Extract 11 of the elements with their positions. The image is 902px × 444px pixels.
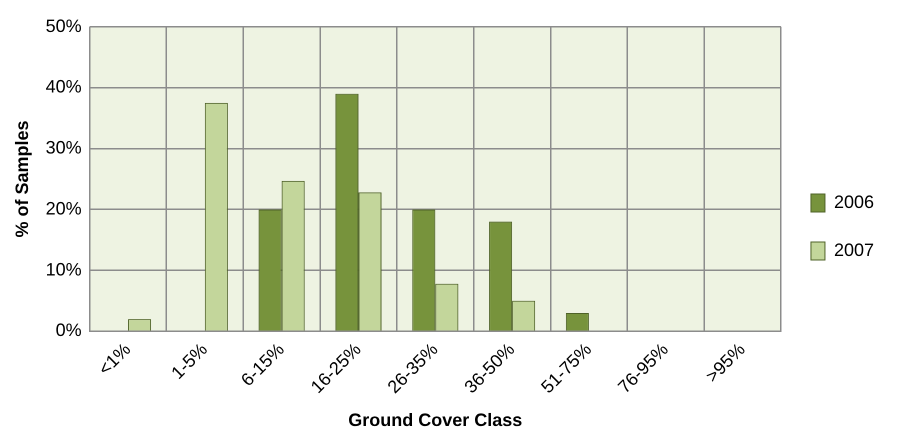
x-tick-label: <1% — [94, 339, 134, 380]
y-tick-label: 50% — [46, 16, 82, 36]
legend-label: 2007 — [834, 240, 874, 260]
x-axis-title: Ground Cover Class — [348, 410, 522, 430]
y-tick-label: 30% — [46, 138, 82, 158]
y-tick-label: 20% — [46, 198, 82, 218]
y-axis-title: % of Samples — [12, 120, 32, 238]
y-tick-label: 40% — [46, 76, 82, 97]
y-tick-label: 0% — [56, 320, 82, 340]
legend-label: 2006 — [834, 192, 874, 212]
y-tick-label: 10% — [46, 259, 82, 280]
